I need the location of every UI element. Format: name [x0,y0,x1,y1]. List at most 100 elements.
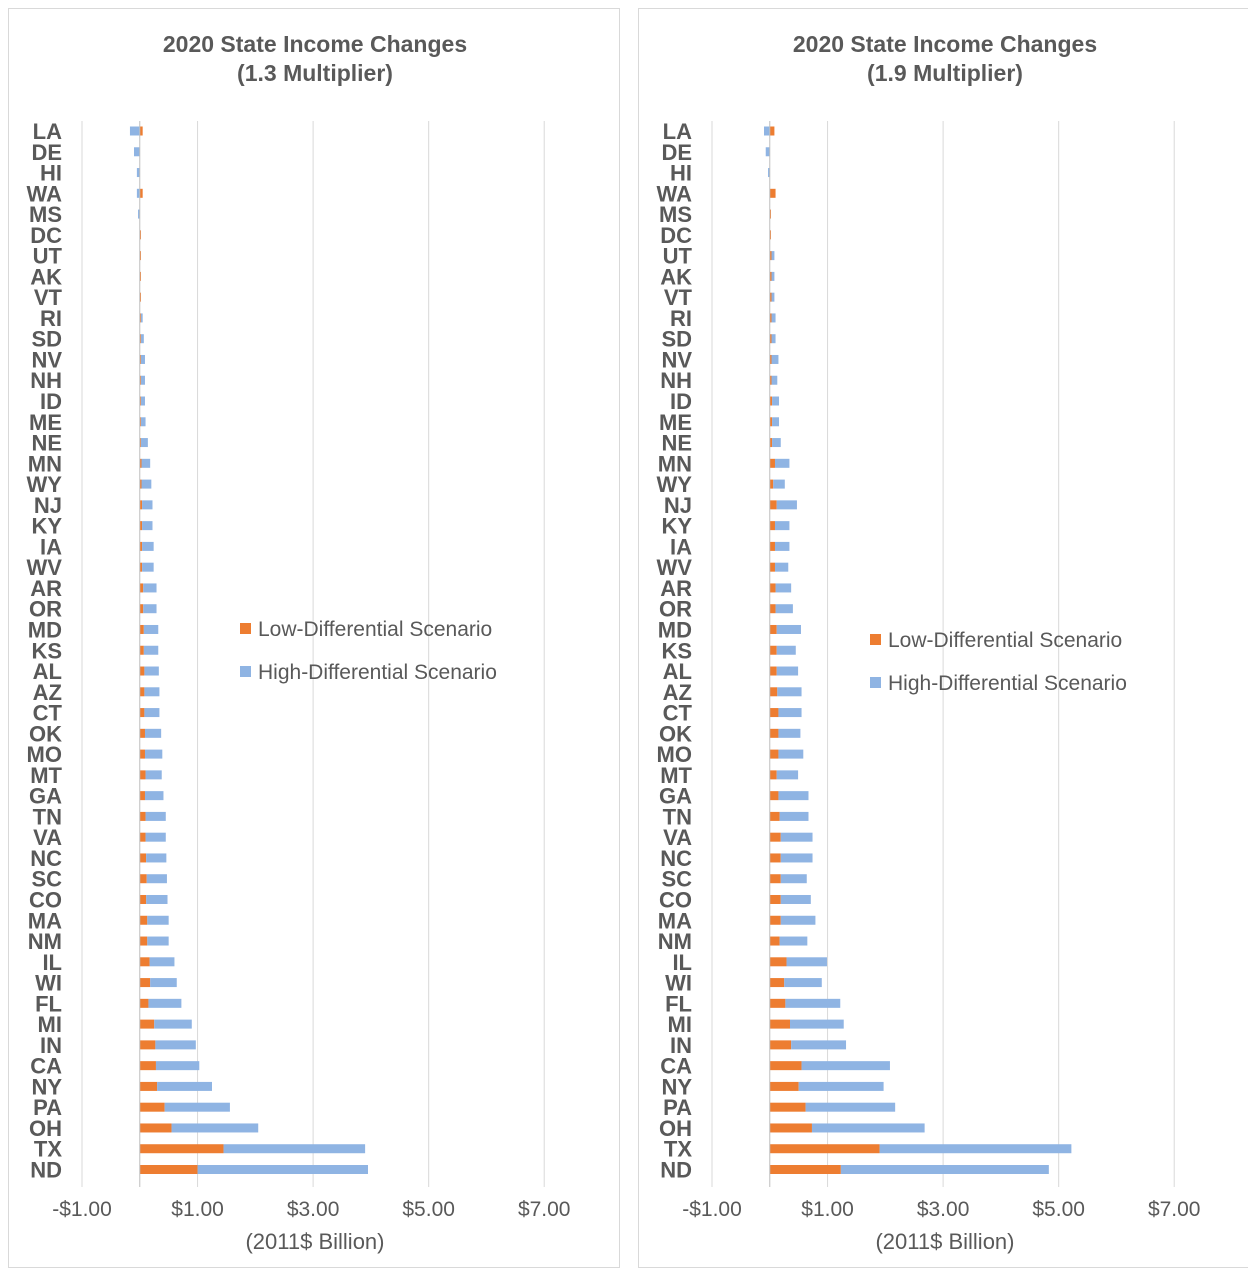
bar-wi-high [150,978,177,988]
bar-ri-high [140,313,143,323]
bar-mn-low [139,458,142,468]
category-label-fl: FL [665,991,692,1016]
category-label-ia: IA [670,534,692,559]
category-label-me: ME [29,410,62,435]
category-label-az: AZ [663,680,692,705]
bar-vt-low [769,292,772,302]
category-label-wv: WV [27,555,63,580]
bar-ks-high [776,645,796,655]
category-label-sd: SD [31,327,62,352]
bar-nv-high [140,354,145,364]
bar-la-low [769,126,775,136]
category-label-ms: MS [29,202,62,227]
bar-ne-high [772,438,781,448]
bar-nc-high [780,853,813,863]
legend-swatch-low [240,623,251,634]
bar-wy-low [139,479,142,489]
bar-sc-low [769,874,781,884]
category-label-md: MD [658,617,692,642]
bar-az-low [769,687,778,697]
category-label-ks: KS [31,638,62,663]
category-label-al: AL [33,659,62,684]
category-label-il: IL [672,950,692,975]
chart-title: 2020 State Income Changes [163,31,467,57]
category-label-me: ME [659,410,692,435]
bar-co-high [146,894,168,904]
category-label-wy: WY [27,472,63,497]
bar-ks-high [143,645,159,655]
bar-nh-high [771,375,778,385]
bar-mn-high [774,458,790,468]
bar-ny-high [157,1081,212,1091]
bar-nm-high [779,936,808,946]
bar-fl-high [785,998,841,1008]
x-tick-label: $3.00 [917,1198,970,1221]
bar-wv-low [139,562,143,572]
bar-va-high [145,832,166,842]
category-label-mi: MI [668,1012,692,1037]
bar-sc-high [780,874,807,884]
category-label-ms: MS [659,202,692,227]
category-label-de: DE [31,140,62,165]
bar-tx-high [223,1144,366,1154]
bar-nj-high [142,500,153,510]
category-label-wi: WI [35,971,62,996]
bar-nc-high [146,853,167,863]
category-label-pa: PA [663,1095,692,1120]
category-label-tx: TX [664,1137,692,1162]
bar-ia-low [139,541,143,551]
bar-pa-high [164,1102,230,1112]
bar-wa-low [139,188,143,198]
bar-mi-low [139,1019,155,1029]
category-label-nc: NC [660,846,692,871]
chart-subtitle: (1.9 Multiplier) [867,60,1023,86]
bar-ne-low [769,438,773,448]
bar-nj-low [769,500,777,510]
bar-oh-high [811,1123,925,1133]
bar-oh-low [769,1123,812,1133]
category-label-ri: RI [670,306,692,331]
bar-sd-high [771,334,776,344]
plot-area: LADEHIWAMSDCUTAKVTRISDNVNHIDMENEMNWYNJKY… [27,119,571,1221]
category-label-md: MD [28,617,62,642]
bar-nm-high [147,936,169,946]
bar-id-high [772,396,780,406]
category-label-ok: OK [29,721,62,746]
bar-ne-high [140,438,148,448]
category-label-oh: OH [659,1116,692,1141]
category-label-ok: OK [659,721,692,746]
bar-al-low [769,666,777,676]
bar-ak-low [139,271,141,281]
bar-nm-low [769,936,780,946]
bar-ar-low [139,583,144,593]
category-label-ny: NY [31,1074,62,1099]
bar-co-high [780,894,811,904]
legend-label-high: High-Differential Scenario [258,661,497,684]
category-label-ca: CA [30,1054,62,1079]
category-label-oh: OH [29,1116,62,1141]
bar-ky-high [142,521,153,531]
category-label-sd: SD [661,327,692,352]
bar-tn-low [139,811,146,821]
bar-co-low [769,894,781,904]
category-label-or: OR [29,597,62,622]
bar-mn-high [141,458,151,468]
category-label-nh: NH [660,368,692,393]
bar-tx-high [879,1144,1072,1154]
bar-ky-low [139,521,143,531]
bar-md-high [776,624,801,634]
category-label-ma: MA [658,908,692,933]
category-label-mn: MN [28,451,62,476]
bar-az-high [144,687,160,697]
bar-or-low [139,604,144,614]
chart-svg-right: LADEHIWAMSDCUTAKVTRISDNVNHIDMENEMNWYNJKY… [657,31,1201,1254]
bar-nv-low [769,354,772,364]
category-label-va: VA [663,825,692,850]
bar-dc-low [139,230,141,240]
bar-nv-high [771,354,779,364]
bar-wi-low [769,978,785,988]
category-label-wa: WA [657,181,693,206]
bar-pa-low [139,1102,165,1112]
bar-in-high [791,1040,847,1050]
bar-la-low [139,126,143,136]
